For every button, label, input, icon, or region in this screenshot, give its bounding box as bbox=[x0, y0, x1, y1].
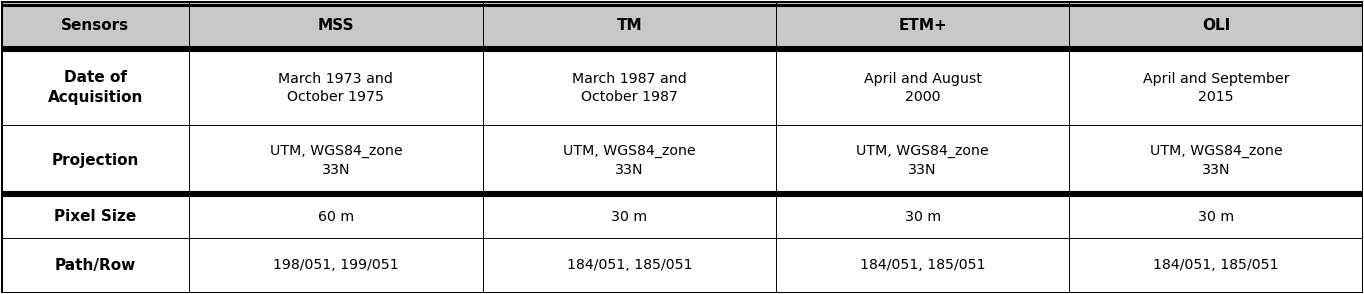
Bar bbox=[1, 238, 190, 293]
Bar bbox=[1, 125, 190, 196]
Bar bbox=[483, 125, 776, 196]
Text: 30 m: 30 m bbox=[904, 210, 941, 224]
Bar bbox=[776, 125, 1069, 196]
Bar bbox=[190, 1, 483, 50]
Text: April and September
2015: April and September 2015 bbox=[1143, 71, 1289, 104]
Bar bbox=[776, 50, 1069, 125]
Bar bbox=[483, 1, 776, 50]
Text: Projection: Projection bbox=[52, 153, 139, 168]
Text: 184/051, 185/051: 184/051, 185/051 bbox=[859, 258, 985, 273]
Text: Date of
Acquisition: Date of Acquisition bbox=[48, 70, 143, 105]
Bar bbox=[776, 238, 1069, 293]
Bar bbox=[190, 50, 483, 125]
Text: MSS: MSS bbox=[318, 18, 355, 33]
Text: 184/051, 185/051: 184/051, 185/051 bbox=[566, 258, 692, 273]
Bar bbox=[190, 196, 483, 238]
Bar bbox=[483, 238, 776, 293]
Bar bbox=[1069, 125, 1363, 196]
Text: UTM, WGS84_zone
33N: UTM, WGS84_zone 33N bbox=[857, 144, 989, 176]
Bar bbox=[483, 50, 776, 125]
Text: TM: TM bbox=[617, 18, 642, 33]
Text: April and August
2000: April and August 2000 bbox=[863, 71, 982, 104]
Bar bbox=[776, 1, 1069, 50]
Bar bbox=[483, 196, 776, 238]
Bar bbox=[1, 1, 190, 50]
Text: 30 m: 30 m bbox=[611, 210, 648, 224]
Bar bbox=[190, 125, 483, 196]
Text: 60 m: 60 m bbox=[318, 210, 355, 224]
Bar bbox=[1, 196, 190, 238]
Bar bbox=[1, 50, 190, 125]
Text: March 1973 and
October 1975: March 1973 and October 1975 bbox=[278, 71, 393, 104]
Text: UTM, WGS84_zone
33N: UTM, WGS84_zone 33N bbox=[563, 144, 696, 176]
Text: 198/051, 199/051: 198/051, 199/051 bbox=[273, 258, 398, 273]
Text: UTM, WGS84_zone
33N: UTM, WGS84_zone 33N bbox=[270, 144, 402, 176]
Text: March 1987 and
October 1987: March 1987 and October 1987 bbox=[572, 71, 686, 104]
Text: Sensors: Sensors bbox=[61, 18, 130, 33]
Text: Path/Row: Path/Row bbox=[55, 258, 136, 273]
Bar bbox=[1069, 50, 1363, 125]
Text: OLI: OLI bbox=[1202, 18, 1230, 33]
Text: UTM, WGS84_zone
33N: UTM, WGS84_zone 33N bbox=[1150, 144, 1282, 176]
Text: 30 m: 30 m bbox=[1198, 210, 1234, 224]
Bar bbox=[1069, 1, 1363, 50]
Bar bbox=[776, 196, 1069, 238]
Bar bbox=[1069, 238, 1363, 293]
Text: Pixel Size: Pixel Size bbox=[55, 209, 136, 224]
Text: ETM+: ETM+ bbox=[899, 18, 947, 33]
Bar bbox=[1069, 196, 1363, 238]
Text: 184/051, 185/051: 184/051, 185/051 bbox=[1153, 258, 1278, 273]
Bar bbox=[190, 238, 483, 293]
